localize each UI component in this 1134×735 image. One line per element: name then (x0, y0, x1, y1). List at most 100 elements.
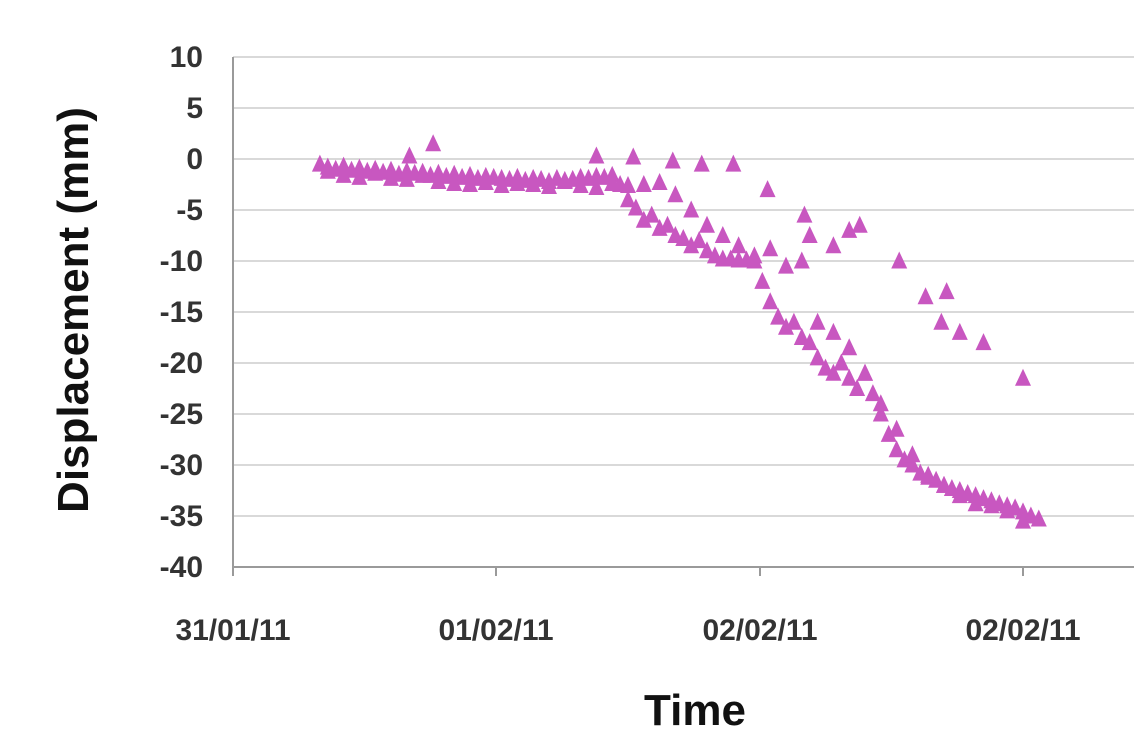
y-tick-label: 10 (170, 41, 203, 74)
data-point (383, 168, 399, 186)
data-point (928, 470, 945, 488)
data-point (841, 220, 858, 238)
data-point (664, 151, 681, 169)
y-tick-label: -15 (160, 296, 203, 329)
data-point (367, 163, 384, 181)
data-point (401, 146, 418, 164)
data-point (975, 333, 992, 351)
data-point (635, 210, 652, 228)
data-point (872, 404, 889, 422)
data-point (896, 450, 913, 468)
data-point (675, 229, 692, 247)
data-point (833, 353, 850, 371)
x-tick-labels: 31/01/11 01/02/11 02/02/11 02/02/11 (175, 567, 1081, 647)
y-tick-label: 0 (186, 143, 203, 176)
data-point (725, 154, 742, 172)
data-point (778, 317, 794, 335)
data-point (770, 307, 787, 325)
data-point (699, 241, 715, 259)
data-point (691, 231, 708, 249)
data-point (809, 312, 826, 330)
data-point (904, 445, 921, 463)
x-tick-label: 02/02/11 (965, 614, 1080, 647)
data-point (643, 205, 660, 223)
data-point (693, 154, 710, 172)
data-point (967, 494, 984, 512)
data-point (999, 501, 1016, 519)
data-point (541, 177, 557, 195)
data-point (825, 236, 842, 254)
data-point (825, 363, 842, 381)
data-point (759, 180, 776, 198)
data-point (793, 251, 810, 269)
data-point (864, 384, 881, 402)
data-point (754, 271, 771, 289)
data-point (809, 348, 826, 366)
data-point (635, 175, 652, 192)
data-point (778, 256, 794, 274)
data-point (683, 200, 700, 218)
data-point (920, 465, 937, 483)
data-point (1015, 511, 1031, 529)
data-point (319, 161, 336, 179)
data-point (462, 175, 478, 192)
data-point (730, 236, 747, 254)
data-point (620, 176, 636, 194)
data-point (699, 215, 715, 233)
data-point (938, 282, 955, 300)
data-point (872, 394, 889, 412)
data-point (651, 172, 668, 190)
data-point (933, 312, 950, 330)
gridlines (232, 56, 1134, 568)
data-point (817, 358, 834, 376)
data-point (891, 251, 908, 269)
data-point (509, 173, 526, 191)
data-point (714, 226, 731, 243)
data-point (659, 215, 676, 233)
data-point (556, 171, 573, 189)
x-axis-title: Time (644, 686, 746, 735)
y-tick-label: 5 (186, 92, 203, 125)
data-point (746, 246, 763, 264)
data-point (951, 486, 968, 504)
data-points (311, 134, 1047, 529)
data-point (588, 178, 605, 196)
data-point (1030, 509, 1047, 527)
x-tick-label: 01/02/11 (438, 614, 553, 647)
y-tick-label: -20 (160, 347, 203, 380)
y-tick-label: -30 (160, 449, 203, 482)
data-point (951, 322, 968, 340)
data-point (983, 496, 1000, 514)
data-point (446, 173, 463, 191)
data-point (493, 176, 510, 194)
data-point (430, 171, 447, 189)
y-tick-label: -40 (160, 551, 203, 584)
data-point (904, 455, 921, 473)
data-point (849, 379, 866, 396)
data-point (762, 292, 779, 310)
data-point (936, 475, 952, 493)
data-point (801, 333, 818, 351)
data-point (398, 169, 415, 187)
data-point (801, 226, 818, 243)
data-point (762, 239, 779, 257)
data-point (620, 190, 636, 208)
data-point (627, 198, 644, 216)
data-point (796, 205, 813, 223)
y-tick-label: -35 (160, 500, 203, 533)
data-point (917, 287, 934, 305)
data-point (793, 328, 810, 345)
y-axis-title: Displacement (mm) (49, 107, 98, 513)
y-tick-label: -5 (176, 194, 203, 227)
x-tick-label: 31/01/11 (175, 614, 290, 647)
data-point (667, 185, 684, 203)
data-point (588, 146, 605, 164)
data-point (851, 215, 868, 233)
data-point (880, 424, 897, 442)
data-point (351, 167, 368, 185)
data-point (888, 419, 905, 437)
data-point (335, 165, 352, 183)
data-point (625, 147, 642, 165)
data-point (888, 440, 905, 458)
